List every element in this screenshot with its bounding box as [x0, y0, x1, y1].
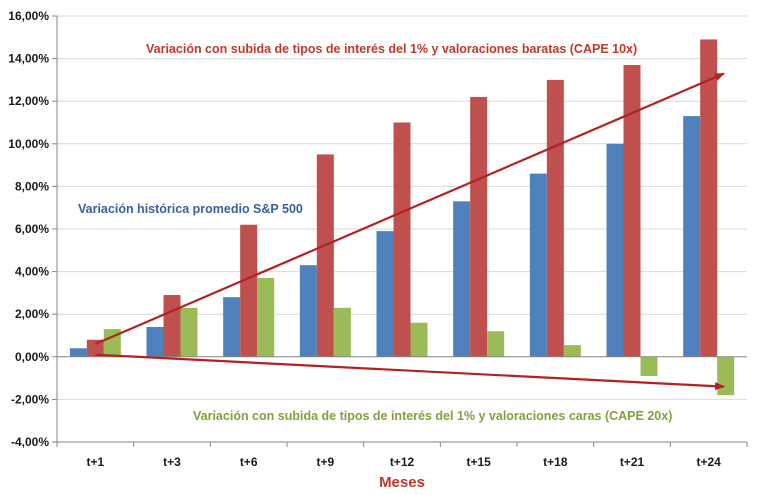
- bar-series3-t+21: [640, 356, 658, 376]
- bar-series3-t+6: [257, 277, 275, 357]
- annotation-historical: Variación histórica promedio S&P 500: [78, 202, 303, 216]
- y-tick-label: 12,00%: [8, 94, 49, 108]
- y-tick-label: 14,00%: [8, 52, 49, 66]
- bar-series2-t+9: [316, 154, 334, 357]
- bar-series1-t+21: [606, 143, 624, 357]
- bar-series1-t+9: [299, 265, 317, 357]
- bar-series1-t+15: [453, 201, 471, 357]
- x-tick-label: t+9: [316, 455, 334, 469]
- bar-series1-t+24: [683, 116, 701, 357]
- bar-series2-t+6: [240, 224, 258, 357]
- bar-series3-t+9: [333, 307, 351, 357]
- x-tick-label: t+21: [620, 455, 645, 469]
- bar-series3-t+12: [410, 322, 428, 357]
- bar-series1-t+12: [376, 231, 394, 357]
- bar-series2-t+3: [163, 295, 181, 357]
- bar-series2-t+24: [700, 39, 718, 357]
- bar-series1-t+1: [69, 348, 87, 357]
- y-tick-label: 2,00%: [15, 307, 49, 321]
- y-tick-label: 6,00%: [15, 222, 49, 236]
- x-axis-categories: t+1 t+3 t+6 t+9 t+12 t+15 t+18 t+21 t+24: [86, 455, 721, 469]
- x-tick-label: t+3: [163, 455, 181, 469]
- y-tick-label: 0,00%: [15, 350, 49, 364]
- bar-series3-t+24: [717, 356, 735, 396]
- bar-series1-t+6: [223, 297, 241, 357]
- x-tick-label: t+12: [390, 455, 415, 469]
- x-tick-label: t+1: [86, 455, 104, 469]
- x-axis-label: Meses: [379, 474, 425, 491]
- bar-series2-t+12: [393, 122, 411, 357]
- y-tick-label: -2,00%: [11, 392, 49, 406]
- bar-series2-t+1: [86, 339, 104, 357]
- bar-series2-t+15: [470, 96, 488, 357]
- down-trend-arrow: [95, 353, 725, 391]
- bar-series3-t+18: [563, 345, 581, 357]
- annotation-cape20: Variación con subida de tipos de interés…: [193, 409, 672, 423]
- bar-series1-t+18: [529, 173, 547, 357]
- x-tick-label: t+24: [696, 455, 721, 469]
- x-tick-label: t+6: [240, 455, 258, 469]
- bar-series2-t+18: [546, 79, 564, 357]
- bars: [69, 39, 735, 396]
- axes: [56, 16, 748, 447]
- bar-series3-t+15: [487, 331, 505, 357]
- x-tick-label: t+18: [543, 455, 568, 469]
- bar-series1-t+3: [146, 326, 164, 357]
- y-tick-label: 10,00%: [8, 137, 49, 151]
- y-tick-label: 16,00%: [8, 9, 49, 23]
- bar-series3-t+3: [180, 307, 198, 357]
- y-axis-ticks: -4,00% -2,00% 0,00% 2,00% 4,00% 6,00% 8,00% 10,…: [8, 9, 57, 449]
- trend-arrows: [94, 72, 725, 391]
- y-tick-label: -4,00%: [11, 435, 49, 449]
- y-tick-label: 4,00%: [15, 265, 49, 279]
- annotation-cape10: Variación con subida de tipos de interés…: [146, 42, 637, 56]
- y-tick-label: 8,00%: [15, 179, 49, 193]
- x-tick-label: t+15: [466, 455, 491, 469]
- bar-series2-t+21: [623, 64, 641, 357]
- up-trend-arrow: [94, 72, 725, 346]
